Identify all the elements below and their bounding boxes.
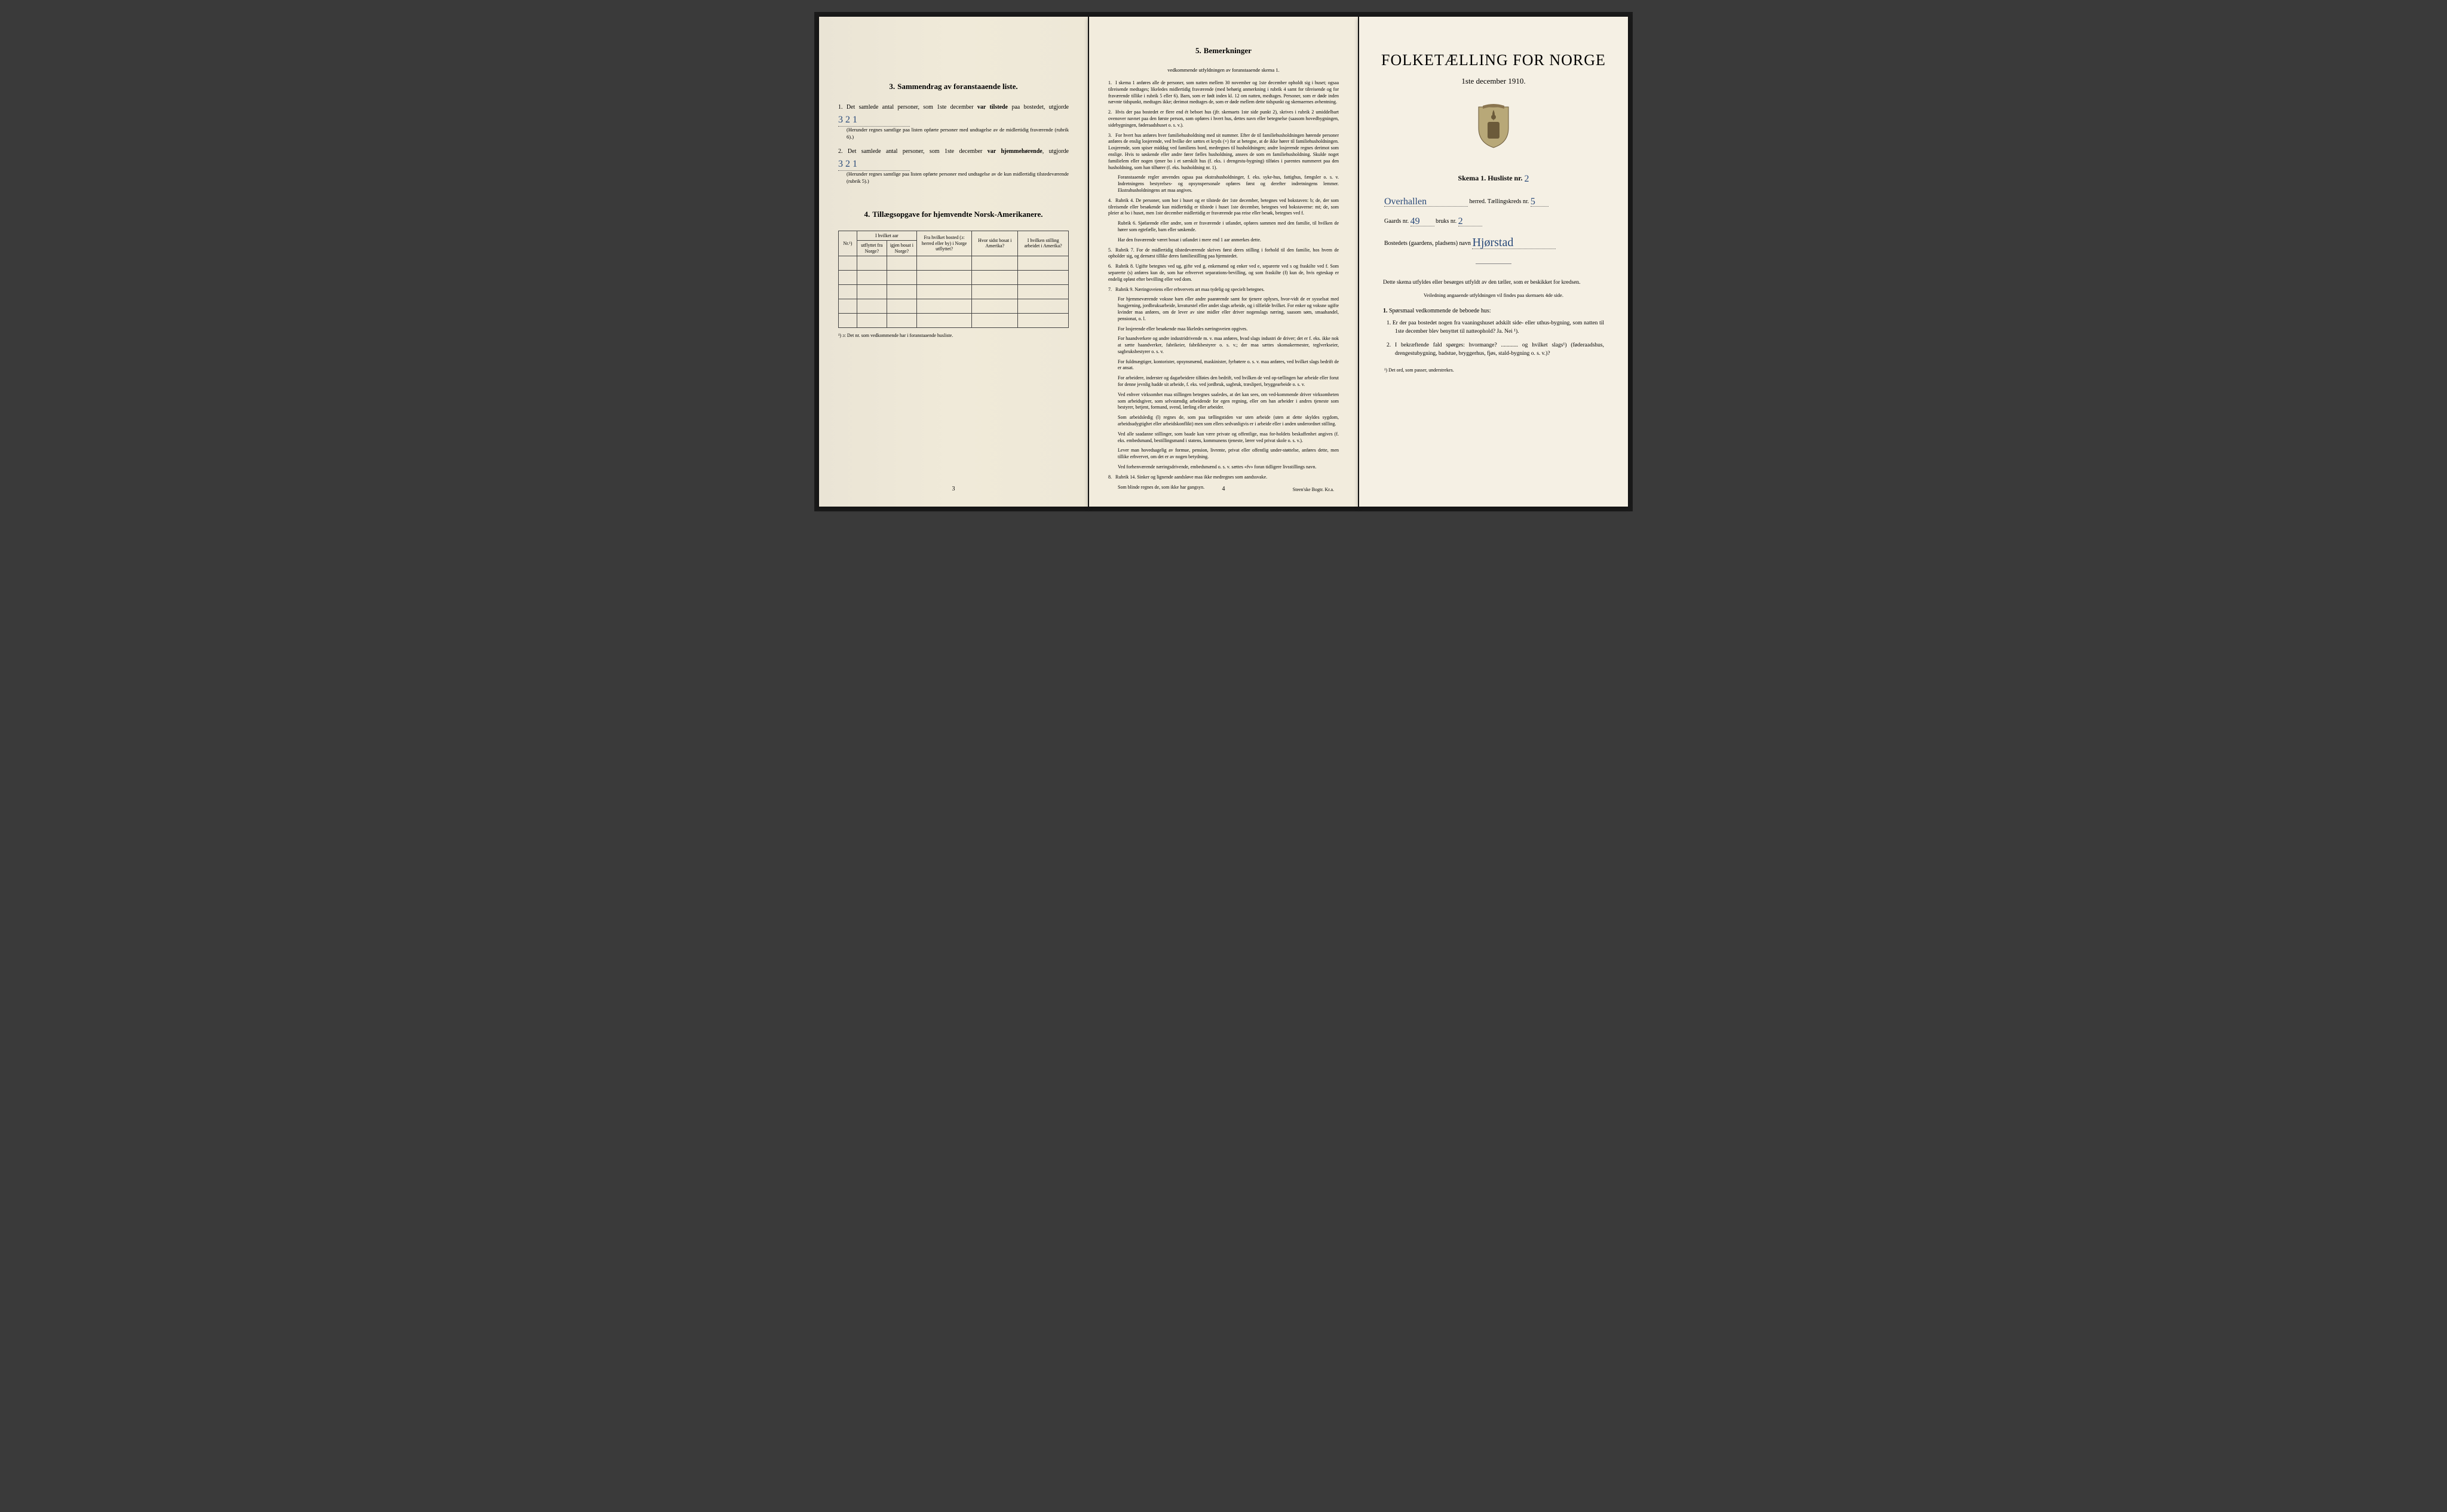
kreds-nr: 5 <box>1531 197 1535 207</box>
remark-item: 4.Rubrik 4. De personer, som bor i huset… <box>1108 198 1339 217</box>
remark-item: Rubrik 6. Sjøfarende eller andre, som er… <box>1108 220 1339 234</box>
remark-item: For hjemmeværende voksne barn eller andr… <box>1108 296 1339 322</box>
gaards-line: Gaards nr. 49 bruks nr. 2 <box>1378 215 1609 226</box>
remark-item: Lever man hovedsagelig av formue, pensio… <box>1108 447 1339 461</box>
remark-item: For losjerende eller besøkende maa likel… <box>1108 326 1339 333</box>
page-number-3: 3 <box>952 486 955 492</box>
printer-mark: Steen'ske Bogtr. Kr.a. <box>1293 487 1334 492</box>
remark-item: 8.Rubrik 14. Sinker og lignende aandsløv… <box>1108 474 1339 481</box>
gaards-nr: 49 <box>1410 216 1420 226</box>
page-middle: 5. Bemerkninger vedkommende utfyldningen… <box>1089 17 1358 507</box>
remark-item: Som arbeidsledig (l) regnes de, som paa … <box>1108 415 1339 428</box>
coat-of-arms-icon <box>1476 104 1511 149</box>
section-5-number: 5. <box>1195 46 1201 55</box>
page-right: FOLKETÆLLING FOR NORGE 1ste december 191… <box>1359 17 1628 507</box>
question-1: 1. Er der paa bostedet nogen fra vaaning… <box>1378 319 1609 336</box>
instruction-2: Veiledning angaaende utfyldningen vil fi… <box>1378 292 1609 299</box>
page-left: 3. Sammendrag av foranstaaende liste. 1.… <box>819 17 1088 507</box>
remark-item: 6.Rubrik 8. Ugifte betegnes ved ug, gift… <box>1108 263 1339 283</box>
remark-item: For arbeidere, inderster og dagarbeidere… <box>1108 375 1339 388</box>
instruction-1: Dette skema utfyldes eller besørges utfy… <box>1378 278 1609 287</box>
section-5-header: 5. Bemerkninger <box>1108 45 1339 56</box>
section-4-number: 4. <box>864 210 870 219</box>
bosted-line: Bostedets (gaardens, pladsens) navn Hjør… <box>1378 235 1609 249</box>
section-3-title: Sammendrag av foranstaaende liste. <box>897 82 1018 91</box>
section-4-header: 4. Tillægsopgave for hjemvendte Norsk-Am… <box>838 209 1069 220</box>
question-2: 2. I bekræftende fald spørges: hvormange… <box>1378 341 1609 358</box>
col-amerika-bosat: Hvor sidst bosat i Amerika? <box>972 231 1018 256</box>
remark-item: 7.Rubrik 9. Næringsveiens eller erhverve… <box>1108 287 1339 293</box>
item2-note: (Herunder regnes samtlige paa listen opf… <box>838 171 1069 185</box>
divider <box>1476 263 1511 264</box>
table-row <box>839 256 1069 271</box>
col-bosted: Fra hvilket bosted (ɔ: herred eller by) … <box>916 231 971 256</box>
table-row <box>839 285 1069 299</box>
table-row <box>839 299 1069 314</box>
remark-item: Foranstaaende regler anvendes ogsaa paa … <box>1108 174 1339 194</box>
col-igjen: igjen bosat i Norge? <box>887 241 916 256</box>
herred-line: Overhallen herred. Tællingskreds nr. 5 <box>1378 195 1609 207</box>
page3-footnote: ¹) Det ord, som passer, understrekes. <box>1378 367 1609 373</box>
section-4-title: Tillægsopgave for hjemvendte Norsk-Ameri… <box>872 210 1042 219</box>
summary-item-2: 2. Det samlede antal personer, som 1ste … <box>838 147 1069 185</box>
col-stilling: I hvilken stilling arbeidet i Amerika? <box>1018 231 1069 256</box>
remark-item: For haandverkere og andre industridriven… <box>1108 336 1339 355</box>
husliste-nr: 2 <box>1524 174 1529 184</box>
questions-header: 1. Spørsmaal vedkommende de beboede hus: <box>1383 308 1604 314</box>
remarks-list: 1.I skema 1 anføres alle de personer, so… <box>1108 80 1339 490</box>
remark-item: Ved enhver virksomhet maa stillingen bet… <box>1108 392 1339 411</box>
remark-item: 5.Rubrik 7. For de midlertidig tilstedev… <box>1108 247 1339 260</box>
three-page-spread: 3. Sammendrag av foranstaaende liste. 1.… <box>814 12 1633 511</box>
na-table-body <box>839 256 1069 328</box>
hjemme-count-field: 3 2 1 <box>838 156 910 171</box>
summary-item-1: 1. Det samlede antal personer, som 1ste … <box>838 103 1069 141</box>
col-utflyttet: utflyttet fra Norge? <box>857 241 887 256</box>
remark-item: Ved alle saadanne stillinger, som baade … <box>1108 431 1339 444</box>
page-number-4: 4 <box>1222 486 1225 492</box>
bruks-nr: 2 <box>1458 216 1463 226</box>
item1-note: (Herunder regnes samtlige paa listen opf… <box>838 127 1069 141</box>
col-aar-group: I hvilket aar <box>857 231 916 241</box>
remark-item: 2.Hvis der paa bostedet er flere end ét … <box>1108 109 1339 128</box>
col-nr: Nr.¹) <box>839 231 857 256</box>
table-row <box>839 314 1069 328</box>
herred-value: Overhallen <box>1384 197 1427 207</box>
section-3-header: 3. Sammendrag av foranstaaende liste. <box>838 81 1069 92</box>
section-3-number: 3. <box>889 82 895 91</box>
remark-item: Har den fraværende været bosat i utlande… <box>1108 237 1339 244</box>
tilstede-value: 3 2 1 <box>838 115 857 125</box>
tilstede-count-field: 3 2 1 <box>838 112 910 127</box>
remark-item: For fuldmægtiger, kontorister, opsynsmæn… <box>1108 359 1339 372</box>
census-title: FOLKETÆLLING FOR NORGE <box>1378 51 1609 69</box>
hjemme-value: 3 2 1 <box>838 159 857 169</box>
census-date: 1ste december 1910. <box>1378 76 1609 86</box>
remark-item: 1.I skema 1 anføres alle de personer, so… <box>1108 80 1339 106</box>
table-row <box>839 271 1069 285</box>
remark-item: 3.For hvert hus anføres hver familiehush… <box>1108 133 1339 171</box>
section4-footnote: ¹) ɔ: Det nr. som vedkommende har i fora… <box>838 333 1069 338</box>
skema-line: Skema 1. Husliste nr. 2 <box>1378 173 1609 183</box>
bosted-value: Hjørstad <box>1472 236 1513 249</box>
remark-item: Ved forhenværende næringsdrivende, embed… <box>1108 464 1339 471</box>
section-5-title: Bemerkninger <box>1204 46 1252 55</box>
norsk-amerikanere-table: Nr.¹) I hvilket aar Fra hvilket bosted (… <box>838 231 1069 329</box>
section-5-subtitle: vedkommende utfyldningen av foranstaaend… <box>1108 67 1339 73</box>
